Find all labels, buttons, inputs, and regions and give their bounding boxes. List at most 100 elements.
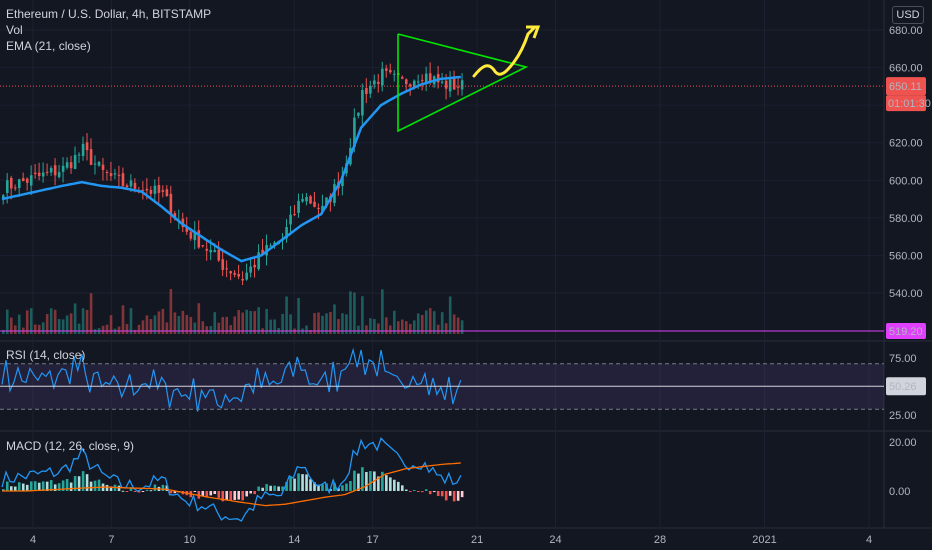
macd-histogram-bar — [377, 476, 380, 491]
macd-histogram-bar — [428, 491, 432, 495]
x-tick-label: 17 — [367, 534, 379, 546]
macd-histogram-bar — [213, 491, 217, 495]
x-tick-label: 4 — [30, 534, 36, 546]
candle-body — [361, 90, 364, 116]
volume-bar — [49, 308, 53, 334]
volume-bar — [41, 322, 45, 334]
macd-histogram-bar — [404, 489, 408, 491]
volume-bar — [25, 310, 29, 334]
candle-body — [69, 162, 73, 169]
macd-histogram-bar — [401, 485, 404, 491]
candle-body — [65, 162, 69, 168]
candle-body — [353, 117, 356, 148]
volume-bar — [109, 315, 113, 334]
volume-bar — [297, 298, 300, 334]
macd-histogram-bar — [432, 491, 436, 493]
volume-bar — [57, 319, 61, 334]
volume-bar — [245, 309, 248, 334]
candle-body — [404, 79, 408, 85]
volume-bar — [101, 325, 105, 334]
ema-label[interactable]: EMA (21, close) — [6, 39, 91, 53]
candle-body — [5, 180, 9, 193]
macd-histogram-bar — [9, 486, 13, 491]
volume-bar — [177, 316, 181, 334]
macd-histogram-bar — [37, 482, 41, 491]
volume-bar — [161, 308, 165, 334]
candle-body — [297, 200, 300, 213]
macd-histogram-bar — [253, 491, 256, 495]
volume-bar — [460, 320, 464, 334]
volume-marker-text: 519.20 — [889, 326, 923, 338]
rsi-label[interactable]: RSI (14, close) — [6, 348, 86, 362]
macd-histogram-bar — [353, 470, 356, 491]
rsi-y-tick-label: 25.00 — [889, 410, 917, 422]
candle-body — [133, 182, 137, 189]
macd-histogram-bar — [85, 474, 89, 491]
volume-bar — [197, 303, 201, 334]
macd-histogram-bar — [305, 474, 308, 491]
volume-bar — [193, 322, 197, 334]
macd-histogram-bar — [397, 481, 400, 491]
macd-histogram-bar — [105, 484, 109, 491]
volume-bar — [29, 308, 33, 334]
volume-bar — [333, 304, 336, 334]
macd-histogram-bar — [361, 467, 364, 491]
candle-body — [305, 197, 308, 202]
macd-histogram-bar — [221, 491, 225, 502]
countdown-badge — [886, 95, 926, 112]
candle-body — [289, 214, 292, 225]
macd-label[interactable]: MACD (12, 26, close, 9) — [6, 439, 135, 453]
macd-histogram-bar — [369, 471, 372, 491]
rsi-y-tick-label: 75.00 — [889, 353, 917, 365]
candle-body — [213, 250, 217, 253]
volume-bar — [157, 311, 161, 334]
macd-histogram-bar — [17, 482, 21, 491]
volume-bar — [456, 317, 460, 334]
volume-bar — [381, 289, 384, 334]
vol-label[interactable]: Vol — [6, 23, 23, 37]
candle-body — [408, 84, 412, 87]
macd-histogram-bar — [5, 481, 9, 491]
volume-marker-badge — [886, 323, 926, 339]
macd-histogram-bar — [109, 486, 113, 491]
triangle-pattern — [397, 33, 529, 133]
volume-bar — [73, 303, 77, 334]
candle-body — [301, 199, 304, 202]
candle-body — [309, 196, 312, 204]
macd-histogram-bar — [269, 485, 272, 491]
volume-bar — [377, 323, 380, 334]
candle-body — [57, 172, 61, 178]
volume-bar — [145, 315, 149, 334]
candle-body — [460, 80, 464, 90]
currency-button[interactable]: USD — [892, 6, 924, 24]
macd-histogram-bar — [448, 491, 452, 496]
macd-histogram-bar — [249, 491, 252, 494]
volume-bar — [121, 305, 125, 334]
macd-histogram-bar — [29, 481, 33, 491]
volume-bar — [353, 292, 356, 334]
candle-body — [401, 77, 404, 79]
macd-signal-line — [2, 462, 461, 507]
x-tick-label: 4 — [866, 534, 872, 546]
macd-histogram-bar — [345, 483, 348, 491]
volume-bar — [361, 296, 364, 334]
macd-histogram-bar — [293, 478, 296, 491]
candle-body — [145, 188, 149, 191]
candle-body — [125, 185, 129, 188]
candle-body — [237, 274, 241, 277]
y-tick-label: 600.00 — [889, 175, 923, 187]
macd-histogram-bar — [201, 491, 205, 497]
volume-bar — [237, 310, 241, 334]
volume-bar — [305, 325, 308, 334]
candle-body — [377, 81, 380, 84]
volume-bar — [365, 325, 368, 334]
volume-bar — [209, 326, 213, 334]
volume-bar — [53, 309, 57, 334]
macd-histogram-bar — [89, 481, 93, 491]
macd-histogram-bar — [357, 473, 360, 491]
symbol-title[interactable]: Ethereum / U.S. Dollar, 4h, BITSTAMP — [6, 7, 212, 21]
volume-bar — [2, 329, 5, 334]
last-price-text: 650.11 — [889, 81, 922, 93]
x-tick-label: 14 — [288, 534, 300, 546]
